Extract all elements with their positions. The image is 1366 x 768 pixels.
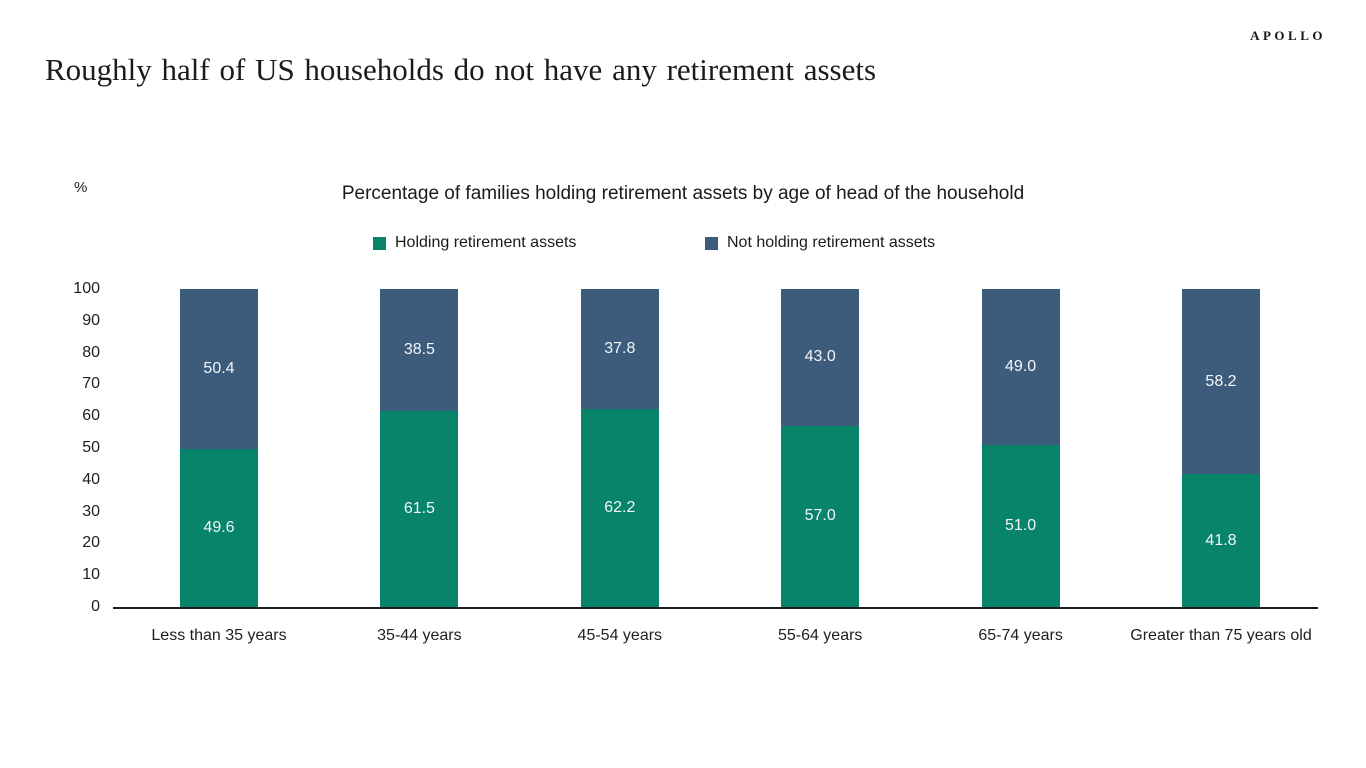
bar-segment-not-holding	[180, 289, 258, 450]
apollo-logo: APOLLO	[1250, 28, 1326, 43]
bar-value-label-holding: 57.0	[804, 507, 836, 525]
legend-swatch	[705, 236, 718, 250]
y-tick-label: 80	[82, 343, 100, 361]
bar-segment-holding	[580, 409, 659, 607]
bar-segment-not-holding	[380, 289, 459, 412]
bar-value-label-not-holding: 38.5	[403, 341, 435, 359]
bar-segment-not-holding	[1182, 289, 1260, 475]
y-tick-label: 100	[73, 280, 100, 297]
legend-swatch	[373, 236, 386, 250]
bar-value-label-not-holding: 49.0	[1005, 357, 1037, 375]
bar-segment-not-holding	[781, 289, 860, 426]
x-category-label: 45-54 years	[577, 627, 663, 644]
bar-value-label-not-holding: 58.2	[1205, 372, 1237, 390]
bar-segment-holding	[981, 444, 1060, 607]
y-axis-unit-label: %	[74, 179, 88, 196]
bar-segment-not-holding	[580, 289, 659, 410]
bar-segment-holding	[1182, 474, 1260, 607]
page-title: Roughly half of US households do not hav…	[45, 52, 877, 87]
bar-value-label-holding: 62.2	[604, 499, 636, 517]
y-tick-label: 90	[82, 311, 100, 329]
x-category-label: 65-74 years	[978, 627, 1063, 644]
x-category-label: 35-44 years	[377, 627, 462, 644]
y-tick-label: 20	[82, 534, 100, 552]
bar-segment-holding	[380, 411, 459, 607]
y-tick-label: 40	[82, 470, 100, 488]
y-tick-label: 30	[82, 502, 100, 520]
bar-value-label-not-holding: 50.4	[203, 360, 235, 378]
legend-label: Holding retirement assets	[395, 234, 577, 251]
bar-value-label-holding: 51.0	[1005, 516, 1037, 534]
x-category-label: Less than 35 years	[151, 627, 287, 644]
bar-value-label-not-holding: 37.8	[604, 340, 636, 358]
x-axis-line	[113, 607, 1318, 609]
legend-item-not-holding: Not holding retirement assets	[705, 234, 935, 252]
bar-value-label-holding: 49.6	[203, 519, 235, 537]
bar-segment-holding	[781, 425, 860, 607]
y-tick-label: 10	[82, 566, 100, 584]
bar-value-label-holding: 41.8	[1205, 531, 1237, 549]
y-tick-label: 70	[82, 375, 100, 393]
bar-value-label-holding: 61.5	[403, 500, 435, 518]
y-tick-label: 50	[82, 439, 100, 456]
x-category-label: Greater than 75 years old	[1130, 627, 1312, 644]
legend-label: Not holding retirement assets	[727, 234, 936, 251]
bar-value-label-not-holding: 43.0	[804, 348, 836, 366]
chart-title: Percentage of families holding retiremen…	[341, 183, 1025, 204]
x-category-label: 55-64 years	[777, 627, 863, 644]
bar-segment-not-holding	[981, 289, 1060, 445]
y-tick-label: 0	[91, 598, 100, 615]
legend-item-holding: Holding retirement assets	[373, 234, 576, 252]
y-tick-label: 60	[82, 407, 100, 425]
bar-segment-holding	[180, 449, 258, 607]
